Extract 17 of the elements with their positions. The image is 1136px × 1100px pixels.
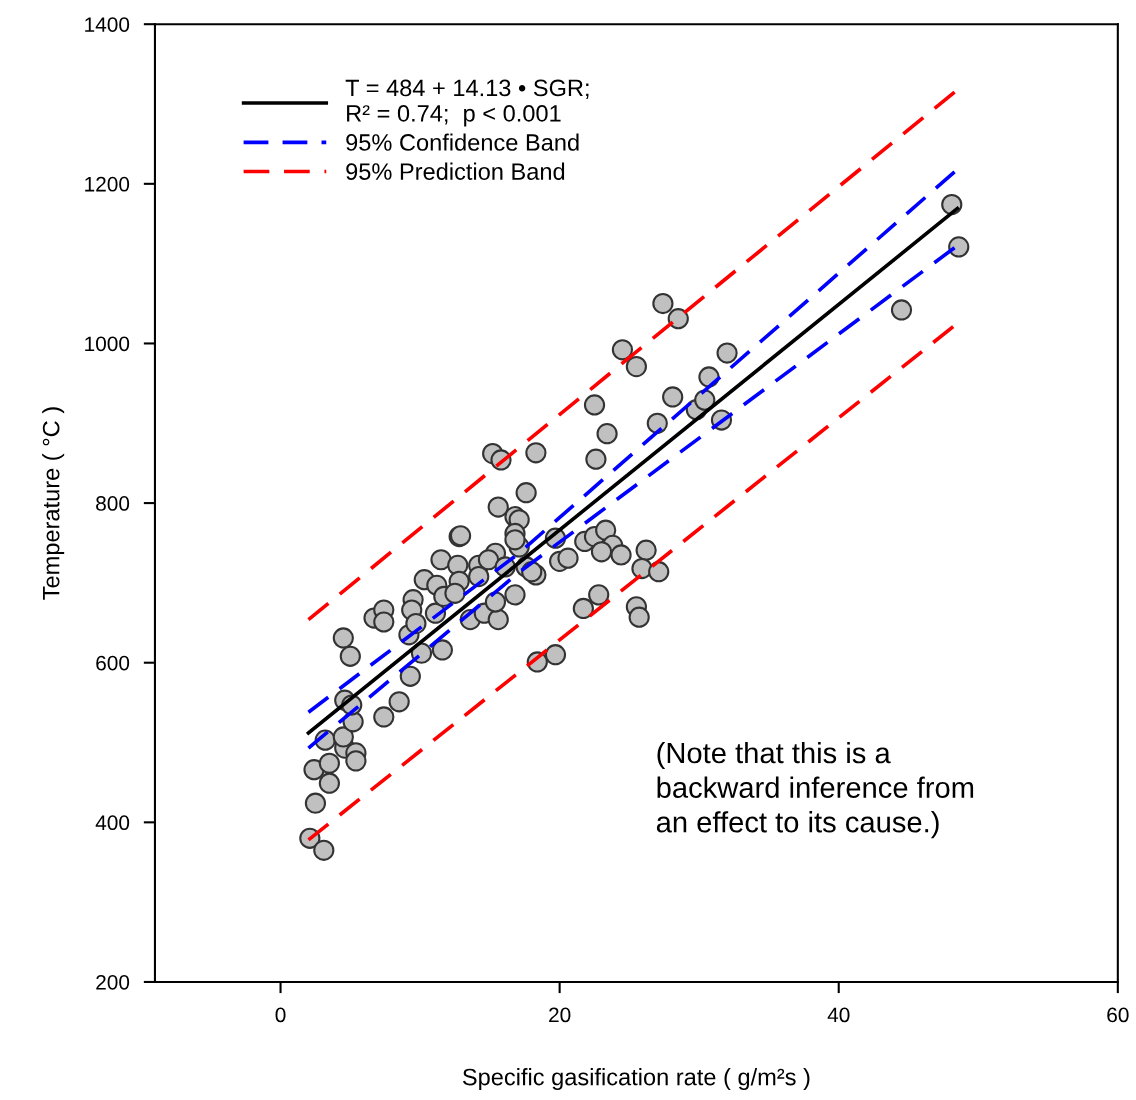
annotation: (Note that this is a backward inference from an effect to its cause.) (656, 741, 974, 839)
y-tick-label: 800 (96, 496, 130, 511)
x-tick-label: 20 (549, 1007, 571, 1023)
legend-label: 95% Prediction Band (346, 162, 565, 180)
legend-label: 95% Confidence Band (346, 133, 579, 151)
y-tick-label: 200 (96, 974, 130, 990)
y-tick-label: 1200 (85, 176, 130, 192)
y-axis-title: Temperature ( °C ) (42, 407, 65, 600)
legend-label: T = 484 + 14.13 • SGR; R² = 0.74; p < 0.001 (345, 79, 589, 127)
y-tick-label: 400 (95, 815, 130, 831)
y-tick-label: 1400 (85, 17, 130, 32)
x-tick-label: 60 (1107, 1007, 1129, 1023)
y-tick-label: 1000 (85, 336, 130, 352)
x-tick-label: 40 (827, 1007, 850, 1023)
x-tick-label: 0 (275, 1007, 286, 1023)
y-tick-label: 600 (96, 655, 130, 671)
x-axis-title: Specific gasification rate ( g/m²s ) (462, 1068, 810, 1091)
